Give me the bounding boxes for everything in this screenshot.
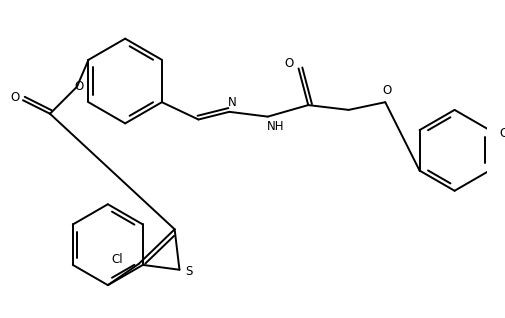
Text: O: O	[11, 91, 20, 104]
Text: O: O	[382, 84, 391, 97]
Text: O: O	[74, 80, 83, 93]
Text: Cl: Cl	[498, 127, 505, 140]
Text: NH: NH	[266, 120, 284, 133]
Text: Cl: Cl	[112, 252, 123, 266]
Text: S: S	[185, 265, 192, 278]
Text: N: N	[227, 96, 236, 109]
Text: O: O	[284, 57, 293, 70]
